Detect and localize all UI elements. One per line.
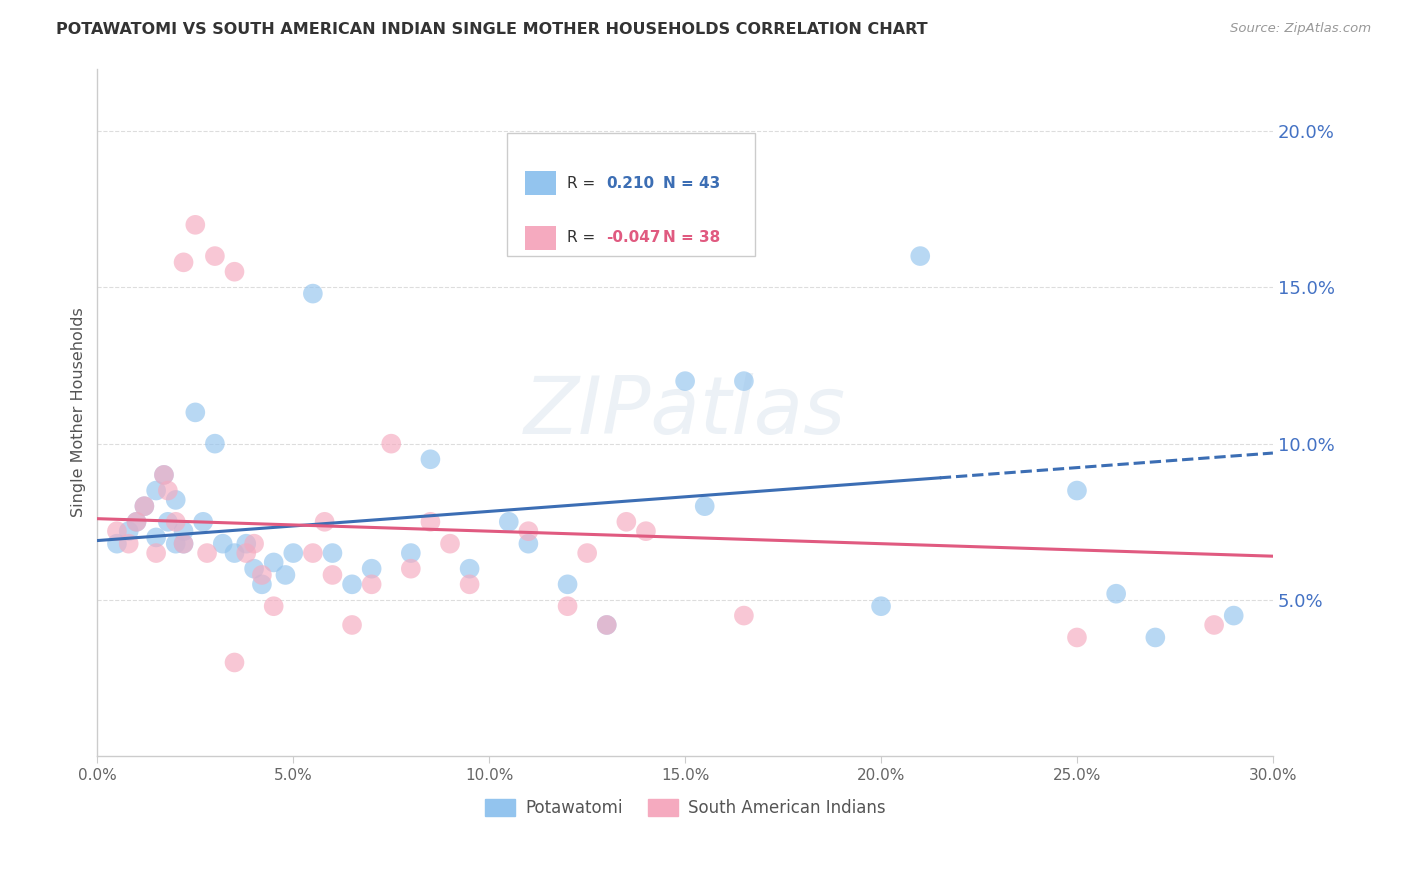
Point	[145, 483, 167, 498]
Point	[458, 562, 481, 576]
Point	[243, 562, 266, 576]
Point	[153, 467, 176, 482]
Point	[380, 436, 402, 450]
Point	[173, 537, 195, 551]
Point	[557, 599, 579, 614]
Point	[105, 537, 128, 551]
Point	[184, 405, 207, 419]
Text: N = 38: N = 38	[662, 230, 720, 245]
Text: R =: R =	[567, 176, 600, 191]
Point	[1144, 631, 1167, 645]
Point	[191, 515, 214, 529]
Legend: Potawatomi, South American Indians: Potawatomi, South American Indians	[478, 792, 891, 823]
Point	[145, 546, 167, 560]
Point	[204, 249, 226, 263]
Point	[283, 546, 305, 560]
Point	[173, 537, 195, 551]
Point	[1066, 631, 1088, 645]
Point	[673, 374, 696, 388]
Point	[419, 452, 441, 467]
Text: ZIPatlas: ZIPatlas	[524, 374, 846, 451]
Text: POTAWATOMI VS SOUTH AMERICAN INDIAN SINGLE MOTHER HOUSEHOLDS CORRELATION CHART: POTAWATOMI VS SOUTH AMERICAN INDIAN SING…	[56, 22, 928, 37]
Point	[360, 562, 382, 576]
Point	[105, 524, 128, 538]
Point	[1066, 483, 1088, 498]
Point	[153, 467, 176, 482]
Point	[235, 537, 257, 551]
Point	[439, 537, 461, 551]
Point	[250, 568, 273, 582]
Point	[125, 515, 148, 529]
Point	[134, 499, 156, 513]
Point	[399, 546, 422, 560]
Point	[125, 515, 148, 529]
Point	[340, 618, 363, 632]
Y-axis label: Single Mother Households: Single Mother Households	[72, 308, 86, 517]
Point	[634, 524, 657, 538]
Point	[165, 515, 187, 529]
Point	[204, 436, 226, 450]
Point	[321, 568, 343, 582]
Text: N = 43: N = 43	[662, 176, 720, 191]
Point	[693, 499, 716, 513]
Point	[118, 524, 141, 538]
Point	[910, 249, 932, 263]
Point	[195, 546, 218, 560]
Point	[235, 546, 257, 560]
Point	[165, 492, 187, 507]
Point	[733, 608, 755, 623]
Point	[733, 374, 755, 388]
Text: R =: R =	[567, 230, 600, 245]
Point	[1222, 608, 1244, 623]
Text: -0.047: -0.047	[606, 230, 661, 245]
Point	[1105, 587, 1128, 601]
Point	[173, 255, 195, 269]
Point	[263, 556, 285, 570]
Point	[557, 577, 579, 591]
Point	[614, 515, 637, 529]
Point	[302, 546, 325, 560]
Point	[870, 599, 893, 614]
Text: 0.210: 0.210	[606, 176, 654, 191]
Point	[596, 618, 619, 632]
Text: Source: ZipAtlas.com: Source: ZipAtlas.com	[1230, 22, 1371, 36]
Point	[156, 483, 179, 498]
Point	[314, 515, 336, 529]
Point	[321, 546, 343, 560]
Point	[243, 537, 266, 551]
Point	[134, 499, 156, 513]
Point	[156, 515, 179, 529]
Point	[224, 656, 246, 670]
Point	[118, 537, 141, 551]
Point	[596, 618, 619, 632]
Point	[224, 546, 246, 560]
Point	[274, 568, 297, 582]
Point	[517, 524, 540, 538]
Point	[576, 546, 599, 560]
Point	[211, 537, 233, 551]
Point	[517, 537, 540, 551]
Point	[419, 515, 441, 529]
Point	[302, 286, 325, 301]
Point	[399, 562, 422, 576]
Point	[173, 524, 195, 538]
Point	[340, 577, 363, 591]
Point	[458, 577, 481, 591]
Point	[498, 515, 520, 529]
Point	[263, 599, 285, 614]
Point	[184, 218, 207, 232]
Point	[250, 577, 273, 591]
Point	[165, 537, 187, 551]
Point	[1204, 618, 1226, 632]
Point	[360, 577, 382, 591]
Point	[145, 531, 167, 545]
Point	[224, 265, 246, 279]
